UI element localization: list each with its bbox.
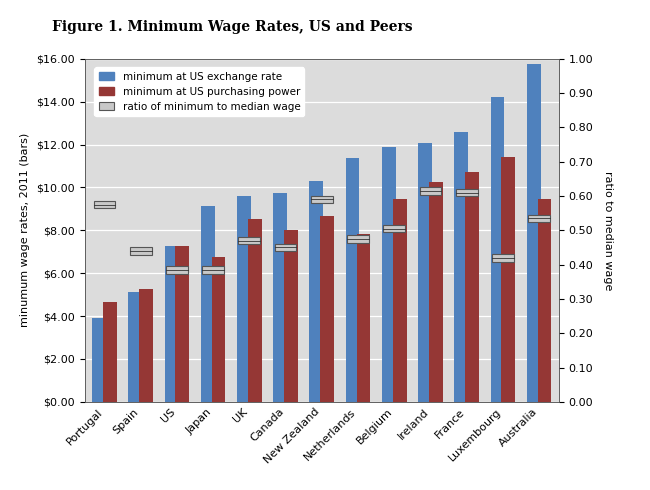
Bar bbox=[94, 201, 115, 208]
Bar bbox=[201, 206, 214, 402]
Bar bbox=[273, 193, 287, 402]
Legend: minimum at US exchange rate, minimum at US purchasing power, ratio of minimum to: minimum at US exchange rate, minimum at … bbox=[94, 68, 304, 116]
Bar bbox=[212, 257, 226, 402]
Bar bbox=[501, 157, 515, 402]
Bar bbox=[320, 217, 334, 402]
Bar bbox=[202, 266, 224, 273]
Bar bbox=[528, 215, 550, 222]
Bar bbox=[164, 246, 178, 402]
Bar bbox=[309, 181, 323, 402]
Bar bbox=[454, 132, 468, 402]
Bar bbox=[492, 254, 514, 262]
Bar bbox=[130, 247, 151, 255]
Y-axis label: ratio to median wage: ratio to median wage bbox=[603, 171, 613, 290]
Bar bbox=[128, 293, 142, 402]
Bar bbox=[275, 244, 296, 251]
Bar bbox=[166, 266, 188, 273]
Bar bbox=[429, 182, 443, 402]
Bar bbox=[248, 219, 261, 402]
Bar bbox=[384, 225, 405, 232]
Bar bbox=[239, 237, 260, 245]
Bar bbox=[465, 172, 479, 402]
Bar bbox=[176, 246, 189, 402]
Bar bbox=[538, 199, 551, 402]
Text: Figure 1. Minimum Wage Rates, US and Peers: Figure 1. Minimum Wage Rates, US and Pee… bbox=[52, 20, 413, 34]
Bar bbox=[356, 234, 370, 402]
Bar bbox=[526, 64, 541, 402]
Bar bbox=[103, 302, 117, 402]
Bar bbox=[139, 289, 153, 402]
Bar bbox=[346, 158, 359, 402]
Bar bbox=[284, 230, 298, 402]
Bar bbox=[92, 318, 106, 402]
Bar bbox=[382, 147, 396, 402]
Y-axis label: minumum wage rates, 2011 (bars): minumum wage rates, 2011 (bars) bbox=[20, 133, 31, 327]
Bar bbox=[456, 189, 478, 196]
Bar bbox=[491, 98, 504, 402]
Bar bbox=[418, 144, 432, 402]
Bar bbox=[237, 196, 251, 402]
Bar bbox=[347, 235, 369, 243]
Bar bbox=[393, 199, 406, 402]
Bar bbox=[311, 196, 333, 203]
Bar bbox=[419, 187, 441, 195]
